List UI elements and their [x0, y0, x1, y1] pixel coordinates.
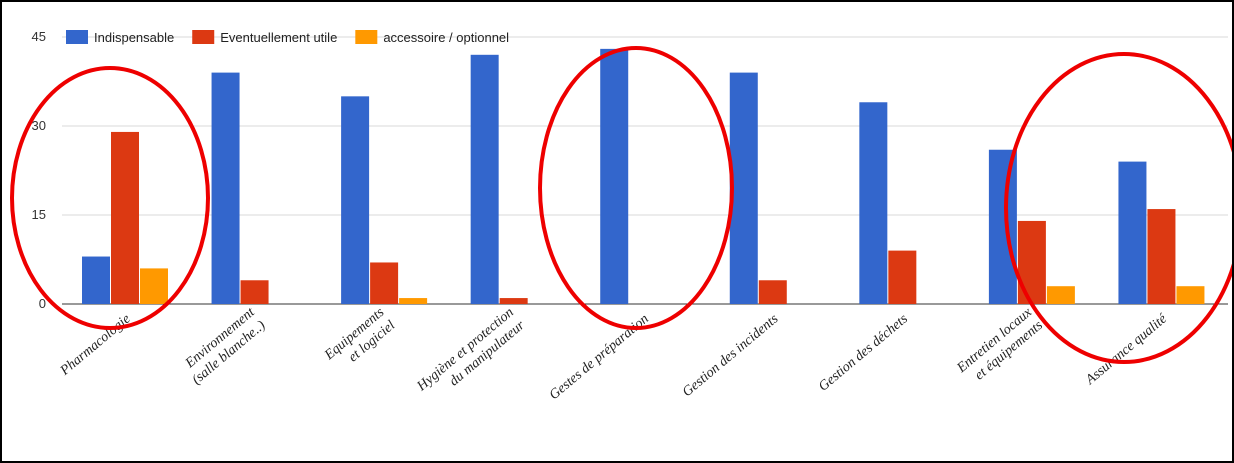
x-tick-label: Pharmacologie: [57, 312, 134, 380]
y-axis-ticks: 0 15 30 45: [32, 29, 46, 311]
bar-eventuellement-utile: [370, 262, 399, 304]
bar-accessoire-optionnel: [1046, 286, 1075, 304]
bar-indispensable: [341, 96, 370, 304]
bar-eventuellement-utile: [240, 280, 269, 304]
x-tick-label: Gestes de préparation: [547, 312, 652, 403]
legend: Indispensable Eventuellement utile accesso…: [66, 30, 509, 45]
x-tick-label: Environnement(salle blanche..): [179, 304, 270, 387]
legend-label: Eventuellement utile: [220, 30, 337, 45]
x-tick-label: Assurance qualité: [1082, 311, 1170, 388]
x-tick-label: Entretien locauxet équipements: [954, 305, 1047, 390]
x-tick-label: Hygiène et protectiondu manipulateur: [414, 305, 528, 408]
bar-eventuellement-utile: [1147, 209, 1176, 304]
bar-indispensable: [82, 256, 110, 304]
annotation-ellipse: [538, 46, 734, 330]
x-axis-labels: Pharmacologie Environnement(salle blanche…: [57, 304, 1171, 408]
y-tick-label: 0: [39, 296, 46, 311]
bar-indispensable: [1118, 161, 1147, 304]
bar-accessoire-optionnel: [399, 298, 428, 304]
bar-eventuellement-utile: [499, 298, 528, 304]
legend-label: accessoire / optionnel: [383, 30, 509, 45]
annotation-ellipse: [1004, 52, 1232, 364]
annotation-ellipse: [10, 66, 210, 330]
bar-eventuellement-utile: [888, 250, 917, 304]
x-tick-label: Gestion des incidents: [680, 311, 782, 400]
legend-label: Indispensable: [94, 30, 174, 45]
bar-accessoire-optionnel: [1176, 286, 1205, 304]
y-tick-label: 30: [32, 118, 46, 133]
bar-accessoire-optionnel: [140, 268, 168, 304]
x-tick-label: Gestion des déchets: [816, 311, 911, 394]
bar-indispensable: [729, 72, 758, 304]
x-tick-label: Equipementset logiciel: [321, 305, 398, 377]
bar-indispensable: [988, 149, 1017, 304]
y-tick-label: 15: [32, 207, 46, 222]
y-tick-label: 45: [32, 29, 46, 44]
bar-eventuellement-utile: [758, 280, 787, 304]
bar-eventuellement-utile: [111, 131, 139, 304]
bar-indispensable: [470, 54, 499, 304]
bars: [82, 48, 1205, 305]
bar-indispensable: [859, 102, 888, 305]
legend-swatch: [192, 30, 215, 44]
legend-swatch: [66, 30, 88, 44]
legend-swatch: [355, 30, 378, 44]
bar-indispensable: [600, 48, 629, 304]
bar-eventuellement-utile: [1017, 220, 1046, 304]
annotation-circles: [10, 46, 1232, 364]
bar-indispensable: [211, 72, 240, 304]
